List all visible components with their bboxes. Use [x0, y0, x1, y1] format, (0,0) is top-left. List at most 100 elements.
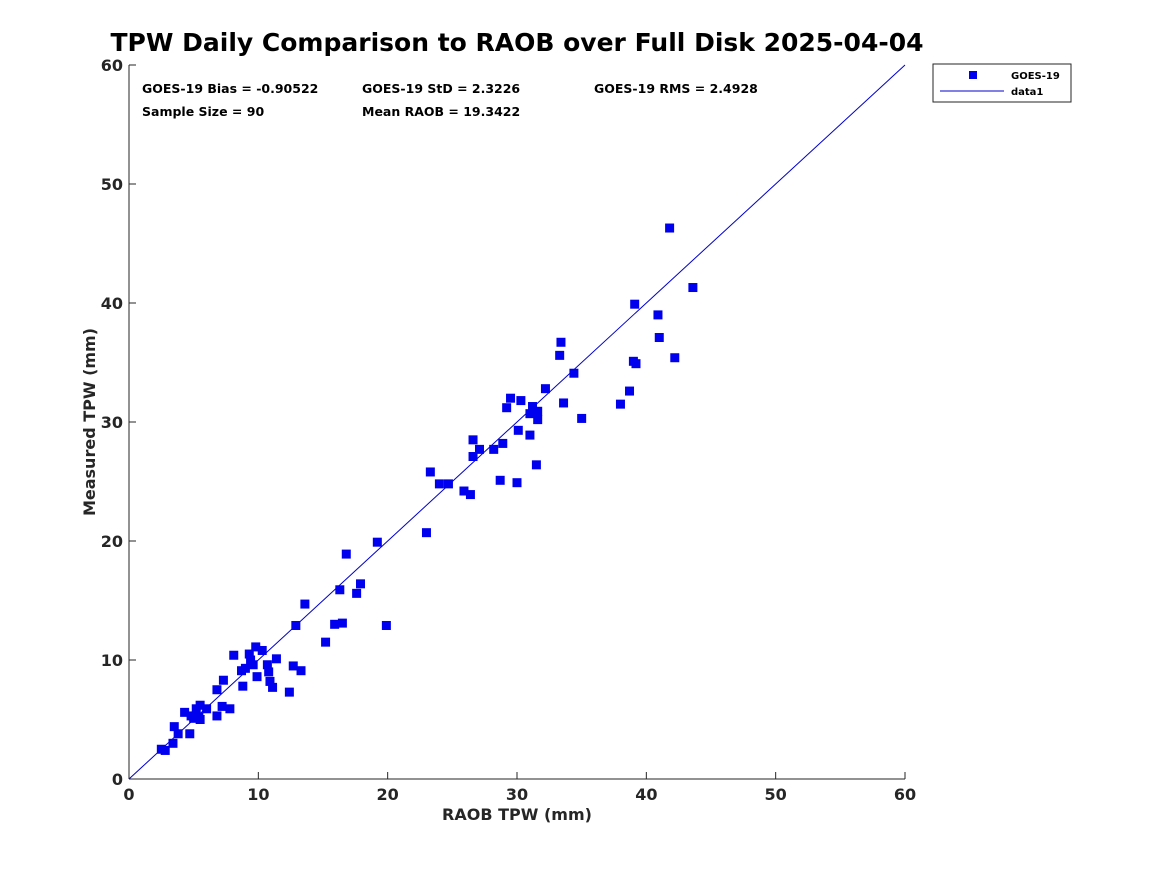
- data-point: [577, 413, 587, 423]
- y-axis-label: Measured TPW (mm): [80, 328, 99, 516]
- data-point: [225, 704, 235, 714]
- x-tick-label: 40: [635, 785, 657, 804]
- data-point: [495, 475, 505, 485]
- data-point: [533, 415, 543, 425]
- data-point: [330, 619, 340, 629]
- data-point: [654, 333, 664, 343]
- data-point: [352, 588, 362, 598]
- data-point: [506, 393, 516, 403]
- data-point: [489, 444, 499, 454]
- data-point: [525, 409, 535, 419]
- data-point: [173, 729, 183, 739]
- data-point: [240, 663, 250, 673]
- legend-box: [932, 63, 1072, 103]
- stat-mean-raob: Mean RAOB = 19.3422: [362, 104, 520, 119]
- one-to-one-line: [128, 64, 906, 780]
- data-point: [268, 682, 278, 692]
- data-point: [615, 399, 625, 409]
- legend-label-goes-19: GOES-19: [1011, 71, 1060, 82]
- data-point: [556, 337, 566, 347]
- data-point: [217, 701, 227, 711]
- data-point: [498, 438, 508, 448]
- data-point: [468, 452, 478, 462]
- y-tick-label: 0: [112, 770, 123, 789]
- legend: GOES-19 data1: [932, 63, 1072, 103]
- data-point: [271, 654, 281, 664]
- data-point: [559, 398, 569, 408]
- data-point: [421, 528, 431, 538]
- stat-sample-size: Sample Size = 90: [142, 104, 264, 119]
- data-point: [670, 353, 680, 363]
- data-point: [337, 618, 347, 628]
- data-point: [202, 704, 212, 714]
- data-point: [688, 283, 698, 293]
- y-tick-label: 10: [101, 651, 123, 670]
- data-point: [434, 479, 444, 489]
- y-tick-label: 40: [101, 294, 123, 313]
- data-point: [468, 435, 478, 445]
- y-tick-label: 50: [101, 175, 123, 194]
- data-point: [459, 486, 469, 496]
- data-point: [540, 384, 550, 394]
- data-point: [169, 722, 179, 732]
- data-point: [288, 661, 298, 671]
- y-tick-label: 30: [101, 413, 123, 432]
- legend-marker-goes-19: [969, 71, 977, 79]
- data-point: [513, 425, 523, 435]
- data-point: [533, 406, 543, 416]
- data-point: [296, 666, 306, 676]
- data-point: [443, 479, 453, 489]
- data-point: [212, 685, 222, 695]
- stat-rms: GOES-19 RMS = 2.4928: [594, 81, 758, 96]
- x-axis-label: RAOB TPW (mm): [442, 805, 592, 824]
- x-axis-ticks: 0 10 20 30 40 50 60: [123, 772, 916, 804]
- data-point: [195, 700, 205, 710]
- data-point: [341, 549, 351, 559]
- chart-title: TPW Daily Comparison to RAOB over Full D…: [110, 28, 923, 57]
- data-point: [212, 711, 222, 721]
- x-tick-label: 30: [506, 785, 528, 804]
- data-point: [653, 310, 663, 320]
- data-point: [516, 396, 526, 406]
- data-point: [525, 430, 535, 440]
- stat-std: GOES-19 StD = 2.3226: [362, 81, 520, 96]
- data-point: [531, 460, 541, 470]
- x-tick-label: 50: [765, 785, 787, 804]
- data-point: [425, 467, 435, 477]
- data-point: [335, 585, 345, 595]
- x-tick-label: 0: [123, 785, 134, 804]
- data-point: [195, 715, 205, 724]
- data-point: [180, 707, 190, 717]
- data-point: [251, 642, 261, 652]
- y-axis-ticks: 0 10 20 30 40 50 60: [101, 56, 136, 789]
- data-point: [381, 620, 391, 630]
- legend-label-data1: data1: [1011, 87, 1043, 98]
- data-point: [474, 444, 484, 454]
- data-point: [264, 667, 274, 677]
- data-point: [555, 350, 565, 360]
- data-point: [300, 599, 310, 609]
- data-point: [291, 620, 301, 630]
- data-point: [252, 672, 262, 682]
- series-line-data1: [128, 64, 906, 780]
- data-point: [244, 649, 254, 659]
- data-point: [229, 650, 239, 660]
- data-point: [631, 359, 641, 369]
- data-point: [262, 660, 272, 670]
- x-tick-label: 60: [894, 785, 916, 804]
- data-point: [189, 713, 199, 723]
- data-point: [265, 676, 275, 686]
- data-point: [321, 637, 331, 647]
- data-point: [246, 655, 256, 665]
- data-point: [665, 223, 675, 233]
- data-point: [356, 579, 366, 589]
- data-point: [502, 403, 512, 413]
- data-point: [465, 490, 475, 500]
- stat-bias: GOES-19 Bias = -0.90522: [142, 81, 318, 96]
- y-tick-label: 20: [101, 532, 123, 551]
- data-point: [218, 675, 228, 685]
- x-tick-label: 10: [247, 785, 269, 804]
- data-point: [160, 745, 170, 755]
- data-point: [528, 402, 538, 412]
